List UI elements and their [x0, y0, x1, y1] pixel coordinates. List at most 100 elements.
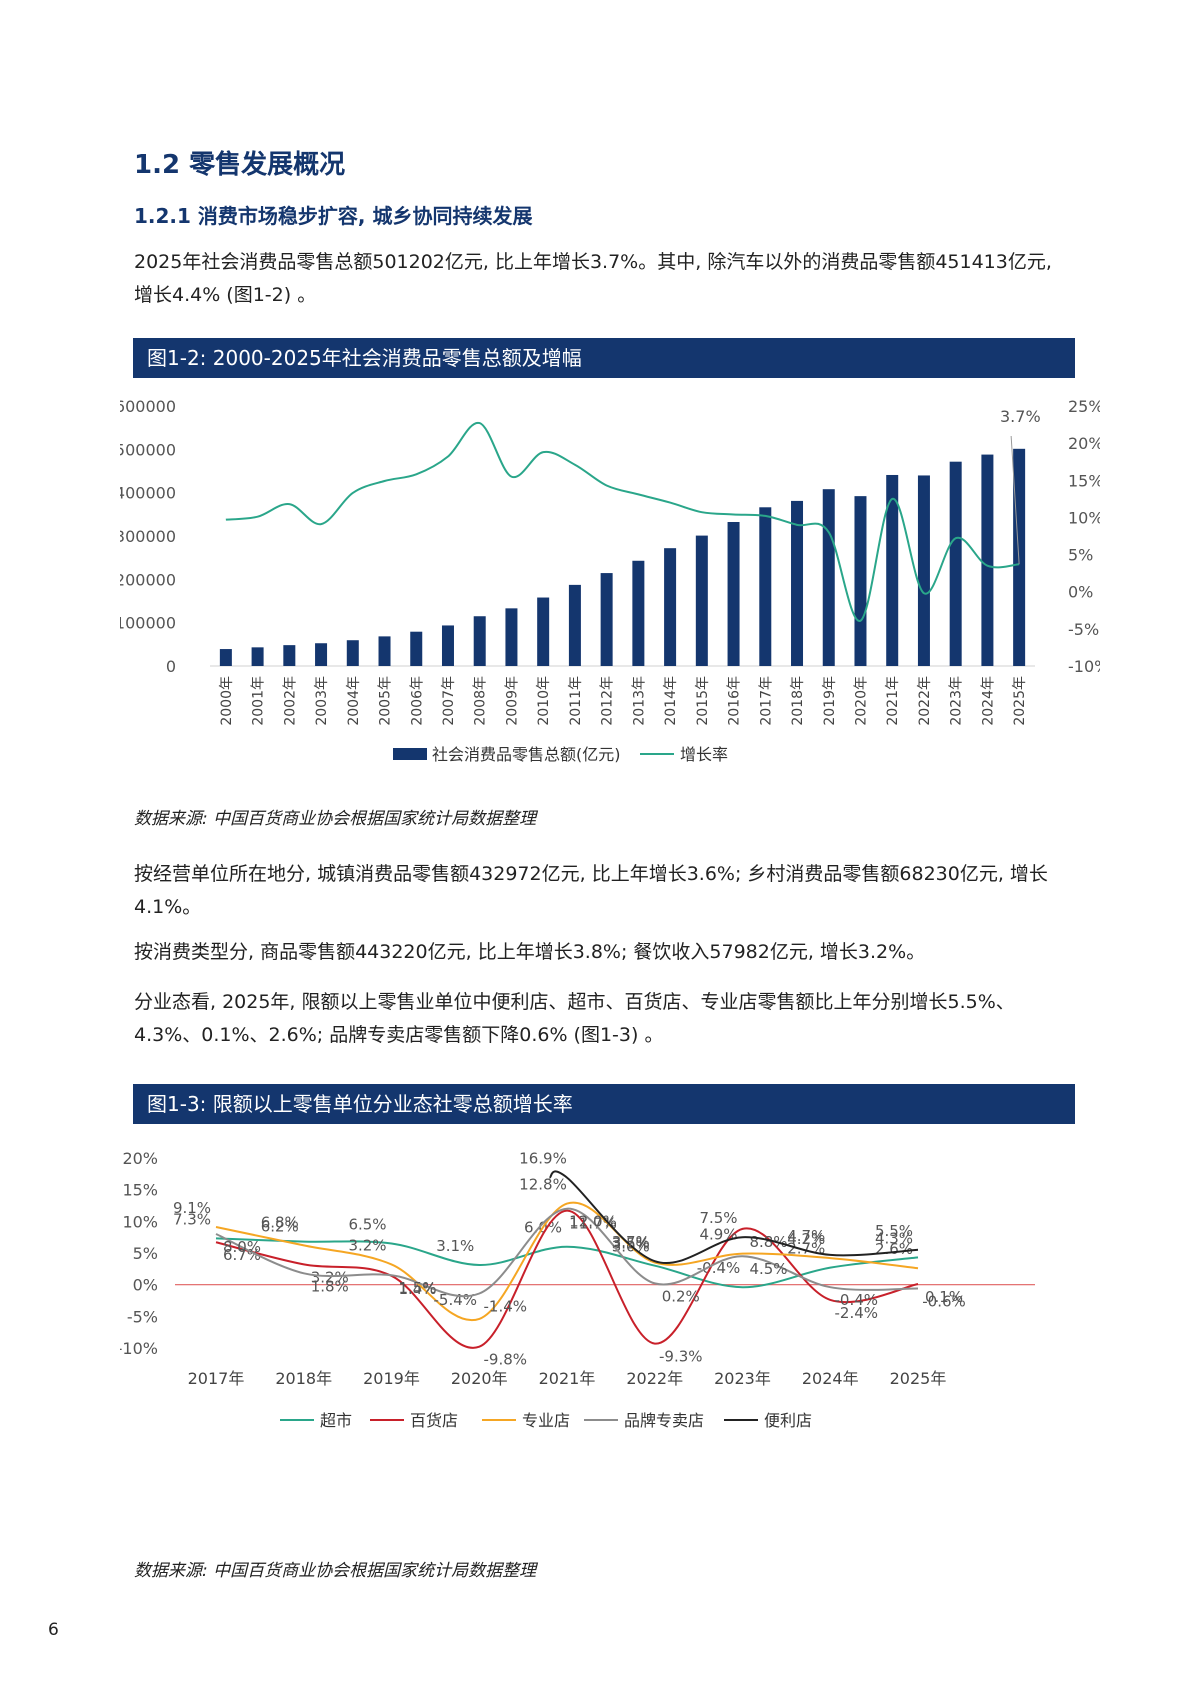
- bar: [695, 535, 708, 666]
- figure-2-title-bar: 图1-3: 限额以上零售单位分业态社零总额增长率: [133, 1084, 1075, 1124]
- y-tick-label: 5%: [133, 1244, 158, 1263]
- x-tick-label: 2019年: [363, 1369, 420, 1388]
- figure-1-title-bar: 图1-2: 2000-2025年社会消费品零售总额及增幅: [133, 338, 1075, 378]
- data-label: 1.5%: [398, 1279, 436, 1297]
- data-label: 4.5%: [749, 1260, 787, 1278]
- data-label: 3.2%: [348, 1236, 386, 1254]
- data-label: 0.2%: [662, 1287, 700, 1305]
- y-tick-label-right: 0%: [1068, 583, 1093, 602]
- data-label: 6.8%: [261, 1214, 299, 1232]
- data-label: -9.8%: [483, 1351, 527, 1369]
- x-tick-label: 2025年: [890, 1369, 947, 1388]
- data-label: 7.5%: [699, 1209, 737, 1227]
- x-tick-label: 2021年: [539, 1369, 596, 1388]
- subsection-title: 1.2.1 消费市场稳步扩容, 城乡协同持续发展: [134, 204, 533, 228]
- x-tick-label: 2021年: [885, 676, 901, 726]
- x-tick-label: 2006年: [409, 676, 425, 726]
- bar: [505, 608, 518, 666]
- bar: [315, 643, 328, 666]
- annotation-label: 3.7%: [1000, 407, 1041, 426]
- x-tick-label: 2002年: [282, 676, 298, 726]
- bar: [219, 649, 232, 666]
- y-tick-label-left: 600000: [120, 397, 176, 416]
- x-tick-label: 2003年: [314, 676, 330, 726]
- data-label: 5.5%: [875, 1222, 913, 1240]
- y-tick-label-left: 100000: [120, 614, 176, 633]
- legend-label: 超市: [320, 1411, 352, 1430]
- x-tick-label: 2023年: [714, 1369, 771, 1388]
- chart-retail-sales: 600000 500000 400000 300000 200000 100000 0 25%…: [120, 397, 1100, 764]
- data-label: 12.8%: [519, 1176, 567, 1194]
- data-label: 8.0%: [223, 1238, 261, 1256]
- bar: [251, 647, 264, 666]
- legend-label-bar: 社会消费品零售总额(亿元): [432, 745, 621, 764]
- data-label: 3.2%: [311, 1268, 349, 1286]
- x-tick-label: 2020年: [451, 1369, 508, 1388]
- data-label: 4.7%: [787, 1227, 825, 1245]
- x-tick-label: 2011年: [568, 676, 584, 726]
- y-tick-label-right: -10%: [1068, 657, 1100, 676]
- y-tick-label: 0%: [133, 1276, 158, 1295]
- y-tick-label-right: 25%: [1068, 397, 1100, 416]
- data-label: 7.3%: [173, 1210, 211, 1228]
- growth-line: [225, 422, 1020, 622]
- data-label: -2.4%: [834, 1304, 878, 1322]
- x-tick-label: 2017年: [188, 1369, 245, 1388]
- data-label: 6.5%: [348, 1216, 386, 1234]
- x-tick-label: 2016年: [727, 676, 743, 726]
- y-tick-label: 15%: [122, 1181, 158, 1200]
- x-tick-label: 2000年: [219, 676, 235, 726]
- y-tick-label: 10%: [122, 1212, 158, 1231]
- x-tick-label: 2013年: [631, 676, 647, 726]
- x-tick-label: 2023年: [949, 676, 965, 726]
- y-tick-label-right: 10%: [1068, 508, 1100, 527]
- paragraph: 按消费类型分, 商品零售额443220亿元, 比上年增长3.8%; 餐饮收入57…: [134, 941, 926, 963]
- series-line: [215, 1207, 919, 1298]
- bar: [537, 597, 550, 666]
- bar: [981, 454, 994, 666]
- x-tick-label: 2007年: [441, 676, 457, 726]
- x-tick-label: 2024年: [980, 676, 996, 726]
- series-line: [548, 1170, 919, 1264]
- bar: [854, 496, 867, 666]
- data-label: 0.1%: [925, 1288, 963, 1306]
- data-label: -1.4%: [483, 1298, 527, 1316]
- x-tick-label: 2019年: [822, 676, 838, 726]
- legend-label: 专业店: [522, 1411, 570, 1430]
- bar: [600, 573, 613, 666]
- paragraph: 分业态看, 2025年, 限额以上零售业单位中便利店、超市、百货店、专业店零售额…: [134, 991, 1015, 1046]
- chart-format-growth: 20% 15% 10% 5% 0% -5% -10% 2017年 2018年 2019年 2020年…: [120, 1149, 1035, 1430]
- series-line: [215, 1201, 919, 1322]
- bar: [664, 548, 677, 666]
- data-label: 8.8%: [749, 1233, 787, 1251]
- x-tick-label: 2005年: [378, 676, 394, 726]
- bar: [727, 521, 740, 666]
- data-label: -9.3%: [659, 1348, 703, 1366]
- x-tick-label: 2012年: [600, 676, 616, 726]
- y-tick-label-left: 500000: [120, 440, 176, 459]
- bar: [473, 616, 486, 666]
- data-label: 6.2%: [261, 1217, 299, 1235]
- bar: [949, 461, 962, 666]
- data-label: 4.9%: [699, 1226, 737, 1244]
- y-tick-label-left: 300000: [120, 527, 176, 546]
- paragraph: 按经营单位所在地分, 城镇消费品零售额432972亿元, 比上年增长3.6%; …: [134, 863, 1048, 918]
- bar: [283, 645, 296, 666]
- legend-label: 百货店: [410, 1411, 458, 1430]
- y-tick-label-right: 15%: [1068, 471, 1100, 490]
- x-tick-label: 2017年: [758, 676, 774, 726]
- figure-1-source: 数据来源: 中国百货商业协会根据国家统计局数据整理: [134, 809, 537, 829]
- data-label: 3.5%: [612, 1235, 650, 1253]
- data-label: 3.1%: [436, 1237, 474, 1255]
- y-tick-label: -10%: [120, 1339, 158, 1358]
- bar: [378, 636, 391, 666]
- x-tick-label: 2015年: [695, 676, 711, 726]
- x-tick-label: 2024年: [802, 1369, 859, 1388]
- data-label: -0.4%: [834, 1291, 878, 1309]
- y-tick-label-left: 400000: [120, 484, 176, 503]
- section-title: 1.2 零售发展概况: [134, 150, 346, 180]
- data-label: 16.9%: [519, 1150, 567, 1168]
- annotation-leader: [1010, 435, 1020, 565]
- x-tick-label: 2001年: [251, 676, 267, 726]
- y-tick-label-left: 200000: [120, 570, 176, 589]
